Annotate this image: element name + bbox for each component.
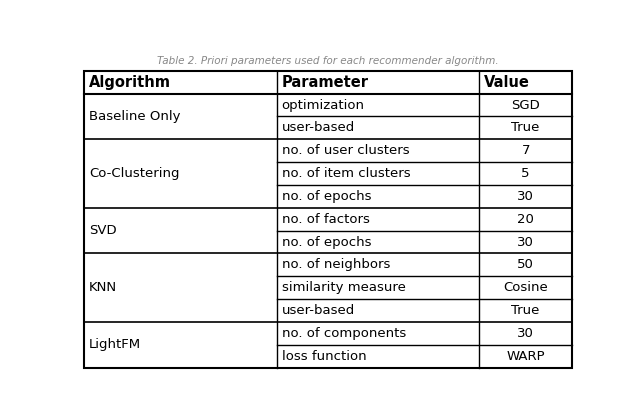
Text: Table 2. Priori parameters used for each recommender algorithm.: Table 2. Priori parameters used for each…	[157, 56, 499, 66]
Text: LightFM: LightFM	[89, 338, 141, 352]
Text: user-based: user-based	[282, 121, 355, 134]
Text: 30: 30	[517, 235, 534, 248]
Text: KNN: KNN	[89, 281, 117, 294]
Text: SVD: SVD	[89, 224, 116, 237]
Text: user-based: user-based	[282, 304, 355, 317]
Text: WARP: WARP	[506, 350, 545, 363]
Text: Co-Clustering: Co-Clustering	[89, 167, 179, 180]
Text: no. of epochs: no. of epochs	[282, 235, 371, 248]
Text: 30: 30	[517, 190, 534, 203]
Text: no. of user clusters: no. of user clusters	[282, 144, 410, 157]
Text: loss function: loss function	[282, 350, 366, 363]
Text: Parameter: Parameter	[282, 74, 369, 90]
Text: 20: 20	[517, 213, 534, 226]
Text: Algorithm: Algorithm	[89, 74, 171, 90]
Text: 30: 30	[517, 327, 534, 340]
Text: 5: 5	[522, 167, 530, 180]
Text: no. of factors: no. of factors	[282, 213, 369, 226]
Text: optimization: optimization	[282, 99, 365, 111]
Text: no. of item clusters: no. of item clusters	[282, 167, 410, 180]
Text: True: True	[511, 304, 540, 317]
Text: True: True	[511, 121, 540, 134]
Text: no. of epochs: no. of epochs	[282, 190, 371, 203]
Text: SGD: SGD	[511, 99, 540, 111]
Text: 50: 50	[517, 258, 534, 271]
Text: no. of neighbors: no. of neighbors	[282, 258, 390, 271]
Text: similarity measure: similarity measure	[282, 281, 406, 294]
Text: no. of components: no. of components	[282, 327, 406, 340]
Text: Baseline Only: Baseline Only	[89, 110, 180, 123]
Text: Value: Value	[484, 74, 530, 90]
Text: 7: 7	[522, 144, 530, 157]
Text: Cosine: Cosine	[503, 281, 548, 294]
